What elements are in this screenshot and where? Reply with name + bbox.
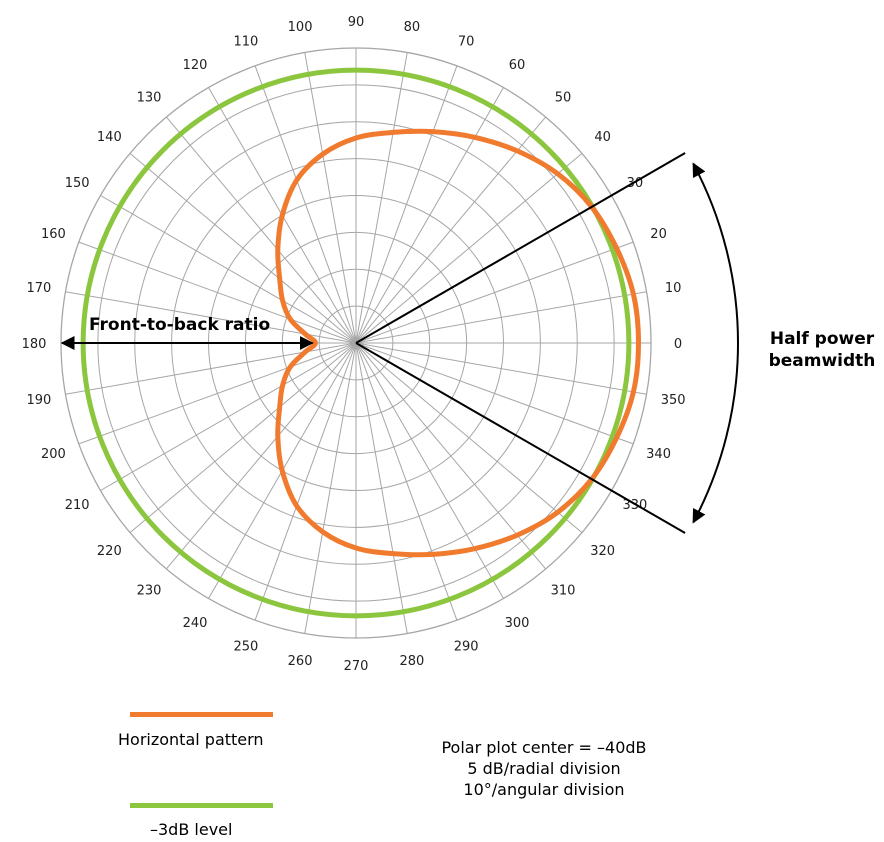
angle-tick-label: 270 [344,659,369,674]
angle-tick-label: 50 [555,90,572,105]
grid-spoke [78,241,357,344]
grid-spoke [355,152,583,344]
half-power-label-line1: Half power [770,329,875,349]
angle-tick-label: 180 [22,337,47,352]
grid-spoke [355,116,547,344]
beamwidth-edge-upper [355,152,686,344]
grid-spoke [355,342,504,599]
angle-tick-label: 130 [137,90,162,105]
angle-tick-label: 330 [622,498,647,513]
legend-pattern-swatch [130,712,273,717]
angle-tick-label: 250 [233,640,258,655]
legend-level-label: –3dB level [150,820,233,839]
horizontal-pattern-group [275,128,641,558]
angle-tick-label: 260 [288,654,313,669]
angle-tick-labels: 0102030405060708090100110120130140150160… [22,15,686,674]
angle-tick-label: 110 [233,34,258,49]
note-angular-division: 10°/angular division [463,780,625,799]
angle-tick-label: 20 [650,227,667,242]
angle-tick-label: 190 [26,393,51,408]
note-radial-division: 5 dB/radial division [467,759,621,778]
annotations-group [60,152,739,534]
grid-spoke [165,116,357,344]
angle-tick-label: 350 [661,393,686,408]
grid-spoke [355,342,647,395]
angle-tick-label: 120 [183,58,208,73]
horizontal-pattern-line [275,128,641,558]
angle-tick-label: 240 [183,616,208,631]
grid-spoke [304,342,357,634]
angle-tick-label: 290 [454,640,479,655]
angle-tick-label: 340 [646,447,671,462]
angle-tick-label: 80 [404,20,421,35]
angle-tick-label: 0 [674,337,682,352]
front-to-back-label: Front-to-back ratio [89,315,270,335]
grid-spoke [355,342,408,634]
angle-tick-label: 60 [509,58,526,73]
polar-plot: 0102030405060708090100110120130140150160… [22,15,876,674]
beamwidth-edge-lower [355,342,686,534]
angle-tick-label: 200 [41,447,66,462]
grid-spoke [78,342,357,445]
angle-tick-label: 150 [65,176,90,191]
angle-tick-label: 280 [400,654,425,669]
note-center-level: Polar plot center = –40dB [441,738,647,757]
legend-level-swatch [130,803,273,808]
angle-tick-label: 230 [137,584,162,599]
beamwidth-arrow [692,162,739,524]
grid-spoke [100,195,357,344]
grid-spoke [355,342,458,621]
angle-tick-label: 210 [65,498,90,513]
legend-pattern-label: Horizontal pattern [118,730,264,749]
grid-spoke [129,152,357,344]
grid-spoke [254,65,357,344]
angle-tick-label: 100 [288,20,313,35]
angle-tick-label: 10 [665,281,682,296]
grid-spoke [355,291,647,344]
angle-tick-label: 170 [26,281,51,296]
grid-spoke [304,52,357,344]
plot-notes: Polar plot center = –40dB 5 dB/radial di… [415,737,673,800]
grid-spoke [355,342,634,445]
angle-tick-label: 40 [594,130,611,145]
grid-spoke [355,87,504,344]
grid-spoke [355,342,583,534]
angle-tick-label: 90 [348,15,365,30]
grid-spoke [355,342,547,570]
angle-tick-label: 160 [41,227,66,242]
angle-tick-label: 310 [551,584,576,599]
grid-spoke [355,52,408,344]
angle-tick-label: 300 [505,616,530,631]
half-power-label-line2: beamwidth [769,351,876,371]
angle-tick-label: 220 [97,544,122,559]
grid-spoke [129,342,357,534]
grid-spoke [355,65,458,344]
grid-spoke [254,342,357,621]
grid-spoke [165,342,357,570]
grid-spoke [100,342,357,491]
angle-tick-label: 140 [97,130,122,145]
grid-spoke [355,241,634,344]
angle-tick-label: 320 [590,544,615,559]
angle-tick-label: 70 [458,34,475,49]
